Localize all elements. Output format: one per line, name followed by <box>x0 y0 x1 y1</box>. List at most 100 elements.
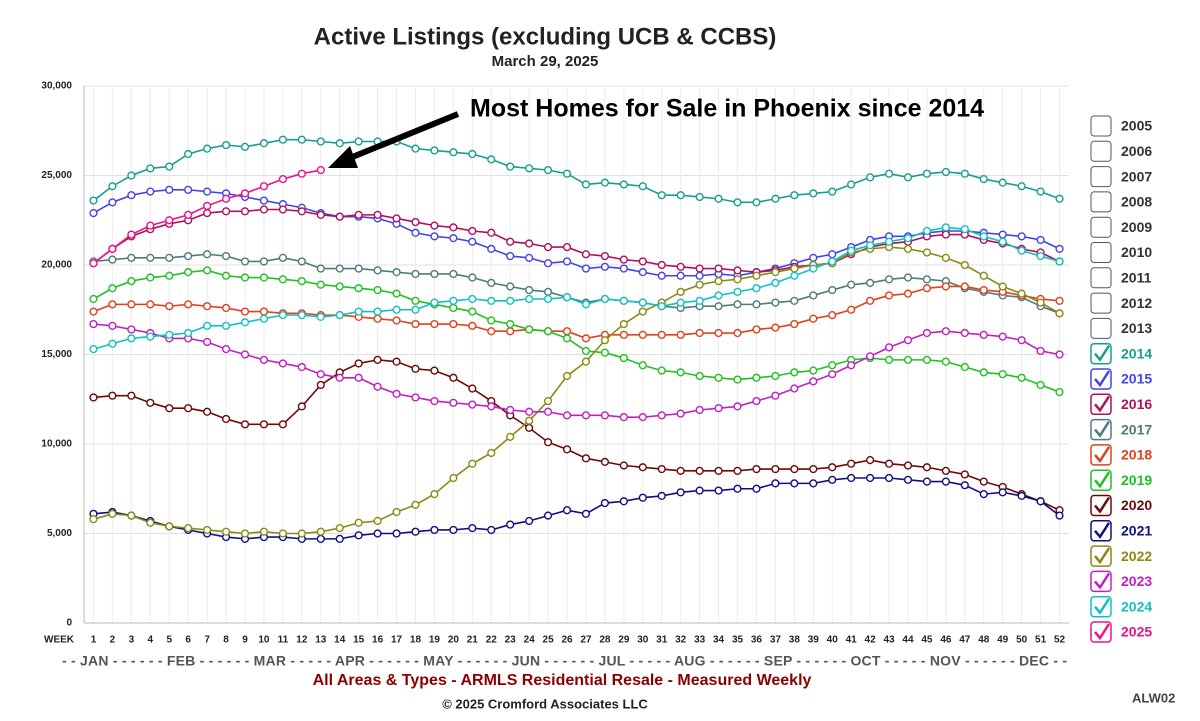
month-labels: - - JAN - - - - - - FEB - - - - - - MAR … <box>62 653 1067 669</box>
legend-label: 2012 <box>1121 295 1152 311</box>
data-point <box>752 198 761 207</box>
x-tick-label: 13 <box>315 635 327 646</box>
legend-checkbox[interactable] <box>1090 140 1112 162</box>
legend-checkbox[interactable] <box>1090 267 1112 289</box>
data-point <box>733 266 742 275</box>
data-point <box>752 325 761 334</box>
data-point <box>184 149 193 159</box>
data-point <box>203 407 212 416</box>
data-point <box>543 287 553 296</box>
data-point <box>790 384 799 393</box>
data-point <box>392 507 401 517</box>
x-tick-label: 46 <box>940 635 952 646</box>
data-point <box>259 420 269 429</box>
data-point <box>240 207 250 216</box>
data-point <box>1017 289 1026 298</box>
data-point <box>525 239 534 248</box>
copyright: © 2025 Cromford Associates LLC <box>442 696 648 711</box>
data-point <box>771 298 780 307</box>
data-point <box>638 298 647 307</box>
data-point <box>828 311 837 320</box>
data-point <box>373 314 382 323</box>
data-point <box>165 404 174 413</box>
x-tick-label: 16 <box>372 635 384 646</box>
y-tick-label: 25,000 <box>41 170 72 181</box>
legend-label: 2013 <box>1121 320 1152 336</box>
legend-checkbox[interactable] <box>1090 216 1112 238</box>
data-point <box>884 355 894 364</box>
data-point <box>449 296 458 305</box>
legend-label: 2024 <box>1121 598 1152 614</box>
data-point <box>392 389 401 398</box>
data-point <box>525 294 534 304</box>
x-tick-label: 22 <box>486 635 498 646</box>
data-point <box>468 307 477 316</box>
data-point <box>203 201 212 211</box>
legend-label: 2016 <box>1121 396 1152 412</box>
legend-checkbox[interactable] <box>1090 191 1112 213</box>
data-point <box>203 321 212 330</box>
data-point <box>165 162 174 171</box>
x-tick-label: 35 <box>732 635 744 646</box>
data-point <box>866 456 875 465</box>
data-point <box>430 525 439 535</box>
data-point <box>487 525 496 535</box>
data-point <box>221 345 231 354</box>
y-tick-label: 20,000 <box>41 260 72 271</box>
data-point <box>449 373 458 382</box>
data-point <box>506 327 515 336</box>
data-point <box>771 371 780 381</box>
x-tick-label: 6 <box>185 635 191 646</box>
x-tick-label: 3 <box>129 635 135 646</box>
data-point <box>543 294 553 304</box>
data-point <box>487 402 496 411</box>
data-point <box>411 217 420 227</box>
legend-checkbox[interactable] <box>1090 166 1112 188</box>
data-point <box>828 463 837 472</box>
data-point <box>430 232 439 241</box>
data-point <box>146 518 155 527</box>
data-point <box>941 253 950 262</box>
data-point <box>884 473 894 483</box>
legend-checkbox[interactable] <box>1090 292 1112 314</box>
data-point <box>184 185 193 194</box>
data-point <box>979 490 988 499</box>
data-point <box>240 257 250 266</box>
data-point <box>619 319 628 329</box>
annotation-arrowhead <box>328 146 358 168</box>
x-tick-label: 52 <box>1054 635 1066 646</box>
y-tick-label: 15,000 <box>41 349 72 360</box>
legend-checkbox[interactable] <box>1090 242 1112 263</box>
legend-label: 2020 <box>1121 497 1152 513</box>
data-point <box>335 139 344 148</box>
data-point <box>108 198 117 207</box>
legend-checkbox[interactable] <box>1090 317 1112 339</box>
data-point <box>619 180 628 189</box>
data-point <box>259 273 269 282</box>
data-point <box>278 174 287 184</box>
data-point <box>221 194 231 203</box>
data-point <box>487 244 496 253</box>
legend-checkbox[interactable] <box>1090 115 1112 137</box>
data-point <box>752 284 761 293</box>
data-point <box>487 327 496 336</box>
legend-check <box>1094 345 1111 362</box>
x-tick-label: 24 <box>524 635 536 646</box>
data-point <box>354 210 363 219</box>
data-point <box>1036 298 1045 307</box>
series-line <box>93 323 1060 418</box>
legend-label: 2014 <box>1121 345 1152 361</box>
data-point <box>828 361 837 370</box>
data-point <box>316 280 325 289</box>
data-point <box>146 273 155 282</box>
data-point <box>562 371 572 381</box>
data-point <box>525 164 534 173</box>
data-point <box>297 207 306 216</box>
legend-check <box>1094 471 1111 489</box>
data-point <box>600 457 610 467</box>
data-point <box>221 271 231 280</box>
data-point <box>127 191 136 200</box>
data-point <box>581 180 591 189</box>
data-point <box>733 275 742 284</box>
data-point <box>600 498 610 508</box>
